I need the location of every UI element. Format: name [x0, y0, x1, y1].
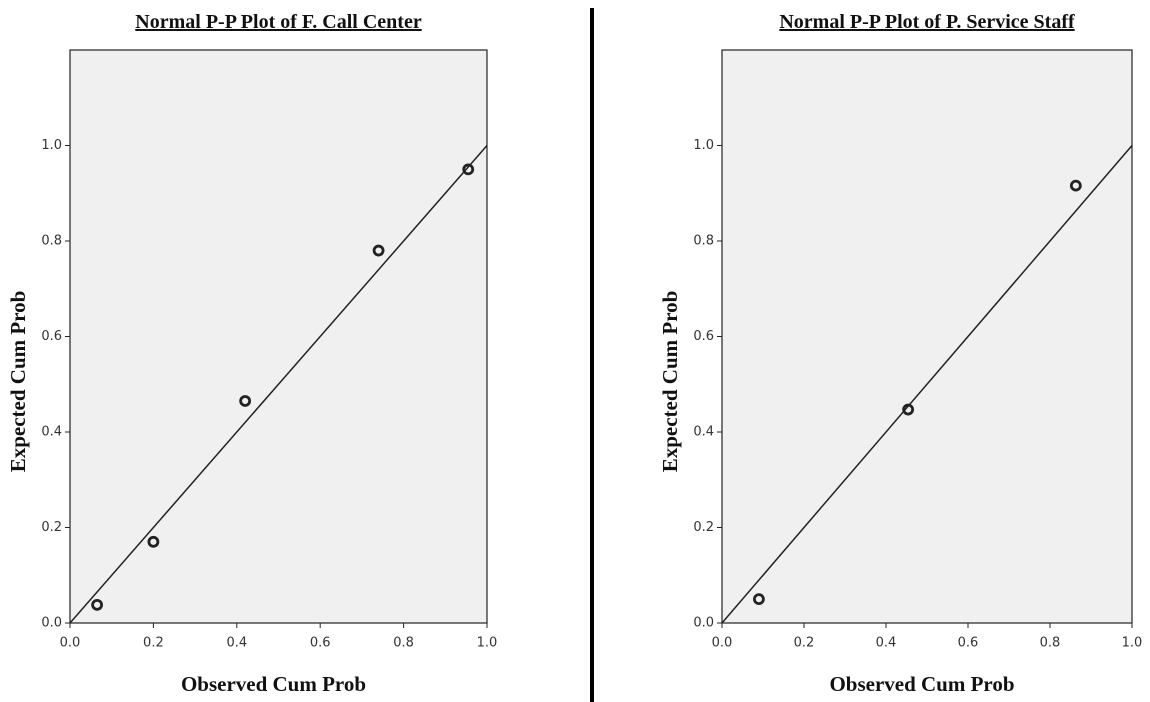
- y-axis-label: Expected Cum Prob: [6, 291, 30, 473]
- y-tick-label: 0.0: [693, 616, 714, 631]
- chart-title: Normal P-P Plot of P. Service Staff: [779, 11, 1075, 33]
- x-tick-label: 0.6: [958, 636, 979, 651]
- x-tick-label: 0.0: [60, 636, 81, 651]
- x-tick-label: 0.4: [876, 636, 897, 651]
- y-axis-label: Expected Cum Prob: [658, 291, 682, 473]
- plot-area: [722, 50, 1132, 623]
- x-tick-label: 0.8: [1040, 636, 1061, 651]
- x-tick-label: 0.6: [310, 636, 331, 651]
- y-tick-label: 0.8: [41, 234, 62, 249]
- y-tick-label: 0.4: [41, 425, 62, 440]
- x-tick-label: 0.2: [794, 636, 815, 651]
- x-tick-label: 0.2: [143, 636, 164, 651]
- y-tick-label: 0.6: [41, 329, 62, 344]
- chart-title: Normal P-P Plot of F. Call Center: [135, 11, 422, 33]
- y-tick-label: 1.0: [693, 138, 714, 153]
- page: Normal P-P Plot of F. Call Center 0.0 0.2 0…: [0, 0, 1150, 702]
- y-tick-label: 0.2: [41, 520, 62, 535]
- plot-area: [70, 50, 487, 623]
- x-tick-label: 0.8: [393, 636, 414, 651]
- x-tick-label: 1.0: [1122, 636, 1143, 651]
- x-axis-label: Observed Cum Prob: [181, 672, 366, 696]
- y-tick-label: 1.0: [41, 138, 62, 153]
- y-tick-label: 0.4: [693, 425, 714, 440]
- y-tick-label: 0.0: [41, 616, 62, 631]
- y-tick-label: 0.8: [693, 234, 714, 249]
- y-tick-label: 0.6: [693, 329, 714, 344]
- x-tick-label: 0.4: [226, 636, 247, 651]
- y-tick-label: 0.2: [693, 520, 714, 535]
- x-tick-label: 0.0: [712, 636, 733, 651]
- x-axis-label: Observed Cum Prob: [829, 672, 1014, 696]
- x-tick-label: 1.0: [477, 636, 498, 651]
